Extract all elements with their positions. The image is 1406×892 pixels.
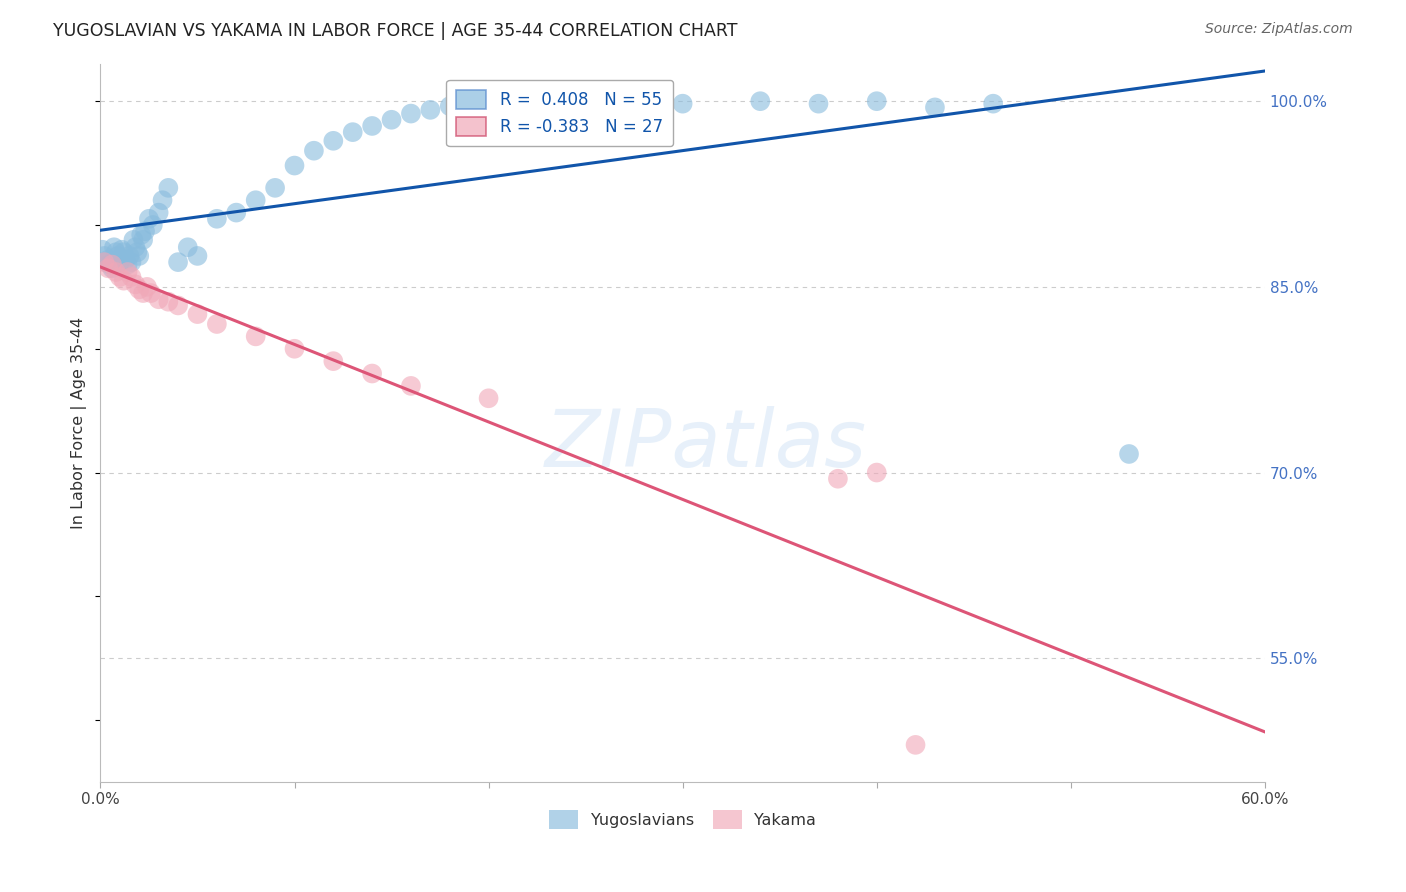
Point	[167, 298, 190, 312]
Point	[419, 103, 441, 117]
Point	[93, 249, 115, 263]
Point	[91, 243, 114, 257]
Point	[245, 329, 267, 343]
Point	[322, 354, 344, 368]
Point	[555, 96, 578, 111]
Point	[225, 205, 247, 219]
Point	[148, 205, 170, 219]
Point	[114, 252, 136, 267]
Point	[101, 258, 124, 272]
Point	[245, 193, 267, 207]
Point	[152, 193, 174, 207]
Point	[477, 391, 499, 405]
Point	[104, 245, 127, 260]
Point	[477, 94, 499, 108]
Point	[866, 466, 889, 480]
Point	[167, 255, 190, 269]
Point	[108, 270, 131, 285]
Point	[866, 94, 889, 108]
Point	[672, 96, 695, 111]
Point	[148, 292, 170, 306]
Point	[128, 249, 150, 263]
Point	[138, 211, 160, 226]
Point	[361, 119, 384, 133]
Point	[380, 112, 402, 127]
Text: YUGOSLAVIAN VS YAKAMA IN LABOR FORCE | AGE 35-44 CORRELATION CHART: YUGOSLAVIAN VS YAKAMA IN LABOR FORCE | A…	[53, 22, 738, 40]
Point	[283, 159, 305, 173]
Point	[111, 243, 134, 257]
Point	[103, 240, 125, 254]
Point	[101, 261, 124, 276]
Point	[117, 265, 139, 279]
Point	[136, 280, 159, 294]
Point	[516, 100, 538, 114]
Point	[322, 134, 344, 148]
Point	[129, 227, 152, 242]
Point	[117, 258, 139, 272]
Point	[157, 294, 180, 309]
Point	[361, 367, 384, 381]
Point	[112, 274, 135, 288]
Point	[124, 277, 146, 292]
Y-axis label: In Labor Force | Age 35-44: In Labor Force | Age 35-44	[72, 317, 87, 529]
Point	[98, 258, 121, 272]
Point	[827, 472, 849, 486]
Point	[118, 249, 141, 263]
Point	[399, 106, 422, 120]
Point	[112, 245, 135, 260]
Point	[93, 255, 115, 269]
Point	[807, 96, 830, 111]
Legend: Yugoslavians, Yakama: Yugoslavians, Yakama	[543, 804, 823, 835]
Point	[439, 99, 461, 113]
Point	[121, 270, 143, 285]
Point	[132, 286, 155, 301]
Point	[97, 261, 120, 276]
Point	[205, 211, 228, 226]
Point	[128, 282, 150, 296]
Point	[264, 181, 287, 195]
Point	[108, 255, 131, 269]
Point	[132, 233, 155, 247]
Point	[122, 233, 145, 247]
Point	[134, 224, 156, 238]
Point	[1118, 447, 1140, 461]
Point	[177, 240, 200, 254]
Text: ZIPatlas: ZIPatlas	[546, 406, 868, 483]
Point	[97, 252, 120, 267]
Point	[205, 317, 228, 331]
Point	[186, 307, 208, 321]
Point	[283, 342, 305, 356]
Point	[749, 94, 772, 108]
Point	[142, 218, 165, 232]
Point	[593, 94, 616, 108]
Point	[139, 286, 162, 301]
Point	[127, 245, 149, 260]
Text: Source: ZipAtlas.com: Source: ZipAtlas.com	[1205, 22, 1353, 37]
Point	[96, 255, 118, 269]
Point	[981, 96, 1004, 111]
Point	[107, 249, 129, 263]
Point	[104, 265, 127, 279]
Point	[302, 144, 325, 158]
Point	[399, 379, 422, 393]
Point	[904, 738, 927, 752]
Point	[157, 181, 180, 195]
Point	[124, 240, 146, 254]
Point	[186, 249, 208, 263]
Point	[342, 125, 364, 139]
Point	[924, 100, 946, 114]
Point	[121, 255, 143, 269]
